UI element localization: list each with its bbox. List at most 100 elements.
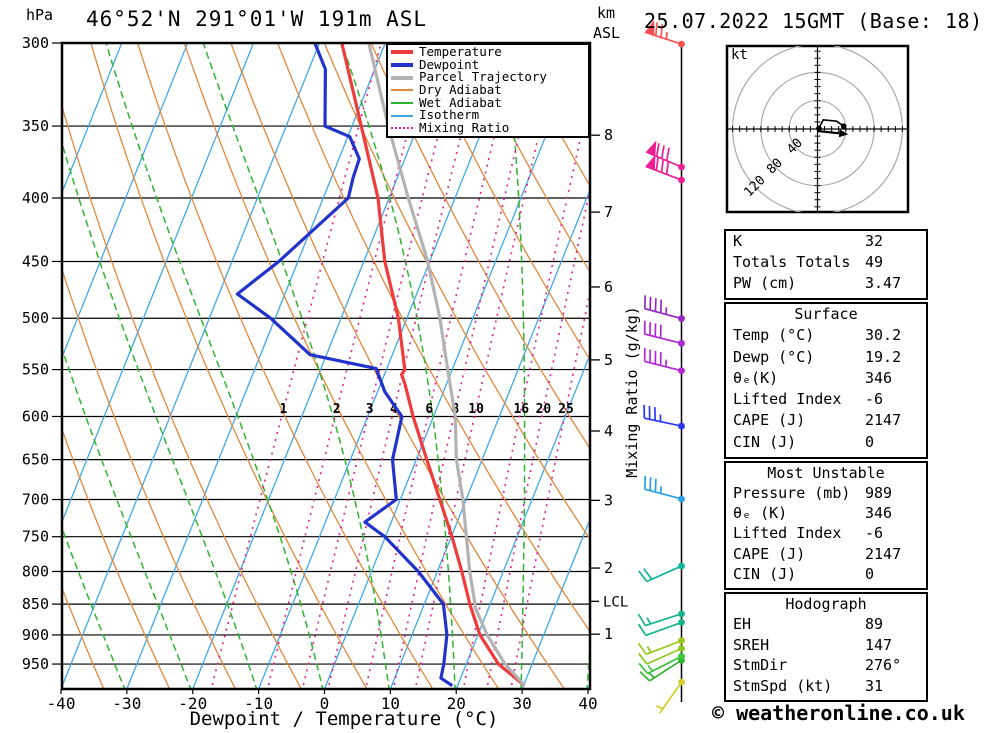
wind-barb — [637, 610, 685, 627]
stat-label: EH — [733, 615, 752, 634]
altitude-axis-unit-asl: ASL — [593, 24, 621, 42]
table-row: θₑ(K) 346 — [726, 368, 926, 389]
svg-text:400: 400 — [22, 189, 49, 207]
parcel-trajectory-curve — [367, 43, 526, 687]
legend-label: Dry Adiabat — [419, 82, 502, 98]
pressure-axis-unit: hPa — [26, 6, 54, 24]
stats-table-hodograph: Hodograph EH 89 SREH 147 StmDir 276° StmSpd (kt… — [724, 592, 928, 702]
mixing-ratio-axis-label: Mixing Ratio (g/kg) — [623, 306, 641, 478]
stat-value: -6 — [865, 390, 884, 409]
wind-barb — [643, 348, 685, 375]
stat-value: 31 — [865, 676, 884, 695]
stats-table-title: Most Unstable — [767, 464, 885, 482]
stat-label: Totals Totals — [733, 253, 851, 271]
svg-text:350: 350 — [22, 117, 49, 135]
table-row: CAPE (J) 2147 — [726, 544, 926, 564]
stat-label: CIN (J) — [733, 432, 797, 451]
svg-text:-20: -20 — [178, 694, 207, 713]
stat-label: StmSpd (kt) — [733, 676, 833, 695]
svg-text:850: 850 — [22, 595, 49, 613]
wind-barb — [638, 645, 685, 665]
svg-text:1: 1 — [604, 625, 613, 643]
copyright: © weatheronline.co.uk — [712, 701, 965, 725]
storm-motion-arrow — [817, 129, 840, 135]
storm-motion-arrowhead — [838, 129, 849, 138]
table-row: StmSpd (kt) 31 — [726, 676, 926, 696]
svg-text:300: 300 — [22, 34, 49, 52]
stats-table-surface: Surface Temp (°C) 30.2 Dewp (°C) 19.2 θₑ(K) 34… — [724, 302, 928, 459]
svg-text:800: 800 — [22, 562, 49, 580]
hodograph-unit-label: kt — [731, 47, 748, 63]
stat-label: CAPE (J) — [733, 411, 806, 430]
svg-text:6: 6 — [604, 278, 613, 296]
altitude-axis: 1 2 3 4 5 6 7 8 LCL — [590, 126, 628, 643]
stat-value: 3.47 — [865, 274, 902, 292]
altitude-axis-unit-km: km — [597, 4, 616, 22]
legend-swatch-parcel-trajectory — [391, 75, 413, 80]
wind-barb — [643, 295, 685, 322]
hodograph-trace-dot — [840, 123, 847, 129]
legend-item: Isotherm — [391, 109, 588, 122]
temperature-axis-ticks: -40 -30 -20 -10 0 10 20 30 40 — [47, 689, 598, 713]
svg-text:4: 4 — [604, 422, 613, 440]
svg-text:-30: -30 — [112, 694, 141, 713]
table-row: Dewp (°C) 19.2 — [726, 347, 926, 368]
stat-value: 32 — [865, 232, 884, 250]
svg-text:16: 16 — [513, 402, 529, 417]
temperature-curve — [340, 43, 526, 687]
table-row: Pressure (mb) 989 — [726, 483, 926, 503]
stat-value: 0 — [865, 432, 875, 451]
table-row: SREH 147 — [726, 635, 926, 655]
legend: Temperature Dewpoint Parcel Trajectory Dry … — [386, 43, 590, 138]
stat-value: 19.2 — [865, 347, 902, 366]
svg-text:6: 6 — [425, 402, 433, 417]
svg-text:30: 30 — [512, 694, 531, 713]
legend-item: Mixing Ratio — [391, 120, 588, 136]
stat-label: PW (cm) — [733, 274, 797, 292]
svg-text:700: 700 — [22, 491, 49, 509]
svg-text:25: 25 — [558, 402, 574, 417]
run-datetime: 25.07.2022 15GMT (Base: 18) — [644, 9, 983, 33]
svg-text:950: 950 — [22, 655, 49, 673]
table-row: CIN (J) 0 — [726, 432, 926, 453]
wind-barb — [643, 320, 685, 347]
legend-item: Temperature — [391, 45, 588, 59]
svg-text:20: 20 — [447, 694, 466, 713]
svg-text:10: 10 — [468, 402, 484, 417]
legend-label: Wet Adiabat — [419, 94, 502, 110]
table-row: CIN (J) 0 — [726, 564, 926, 584]
svg-text:3: 3 — [604, 491, 613, 509]
stat-value: 89 — [865, 615, 884, 634]
wind-barb — [644, 19, 685, 48]
stat-value: 346 — [865, 368, 893, 387]
stat-label: Lifted Index — [733, 390, 842, 409]
svg-text:4: 4 — [390, 402, 398, 417]
hodograph-trace-dot — [816, 125, 822, 132]
legend-label: Mixing Ratio — [419, 120, 510, 136]
svg-text:2: 2 — [604, 559, 613, 577]
hodograph-trace — [818, 118, 845, 129]
svg-text:-10: -10 — [244, 694, 273, 713]
svg-text:3: 3 — [366, 402, 374, 417]
stat-label: Temp (°C) — [733, 326, 815, 345]
isotherm-lines — [62, 43, 590, 689]
stats-table-title: Hodograph — [785, 595, 867, 613]
stat-label: Dewp (°C) — [733, 347, 815, 366]
table-row: EH 89 — [726, 614, 926, 634]
stat-value: 2147 — [865, 411, 902, 430]
svg-text:20: 20 — [536, 402, 552, 417]
stat-value: 30.2 — [865, 326, 902, 345]
svg-text:10: 10 — [381, 694, 400, 713]
sounding-curves — [235, 43, 526, 688]
table-row: Totals Totals 49 — [726, 252, 926, 273]
wind-barb — [639, 656, 685, 682]
svg-text:600: 600 — [22, 407, 49, 425]
table-row: K 32 — [726, 231, 926, 252]
svg-text:8: 8 — [604, 126, 613, 144]
legend-swatch-wet-adiabat — [391, 102, 413, 105]
mixing-ratio-labels: 1 2 3 4 6 8 10 16 20 25 — [279, 402, 573, 417]
plot-border — [60, 41, 592, 691]
stat-label: SREH — [733, 635, 770, 654]
dewpoint-curve — [235, 43, 454, 688]
